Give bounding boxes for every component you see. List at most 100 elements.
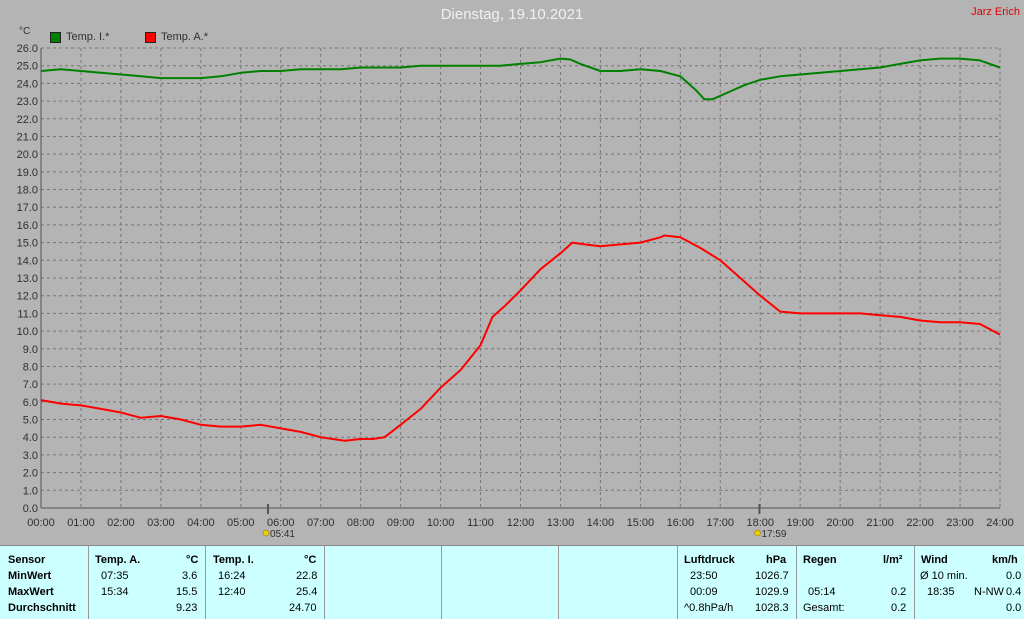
x-tick-label: 09:00 bbox=[387, 517, 415, 529]
header-pressure: Luftdruck bbox=[684, 554, 735, 566]
y-tick-label: 25.0 bbox=[17, 61, 38, 73]
x-tick-label: 01:00 bbox=[67, 517, 95, 529]
x-tick-label: 08:00 bbox=[347, 517, 375, 529]
x-tick-label: 13:00 bbox=[547, 517, 575, 529]
author-label: Jarz Erich bbox=[971, 6, 1020, 18]
max-temp-a-time: 15:34 bbox=[101, 586, 129, 598]
chart-area: 0.0 1.0 2.0 3.0 4.0 5.0 6.0 7.0 8.0 9.0 10.0 11.0 12… bbox=[0, 0, 1024, 545]
header-temp-a: Temp. A. bbox=[95, 554, 141, 566]
y-tick-label: 14.0 bbox=[17, 255, 38, 267]
y-tick-label: 21.0 bbox=[17, 131, 38, 143]
y-tick-label: 22.0 bbox=[17, 114, 38, 126]
x-tick-label: 05:00 bbox=[227, 517, 255, 529]
row-label-min: MinWert bbox=[8, 570, 52, 582]
min-wind-value: 0.0 bbox=[1006, 570, 1022, 582]
max-pressure-time: 00:09 bbox=[690, 586, 718, 598]
x-tick-label: 19:00 bbox=[786, 517, 814, 529]
y-tick-label: 15.0 bbox=[17, 238, 38, 250]
y-tick-label: 17.0 bbox=[17, 202, 38, 214]
header-sensor: Sensor bbox=[8, 554, 46, 566]
y-tick-label: 5.0 bbox=[23, 415, 38, 427]
x-tick-label: 11:00 bbox=[467, 517, 494, 529]
x-tick-label: 00:00 bbox=[27, 517, 55, 529]
x-tick-label: 18:00 bbox=[746, 517, 774, 529]
chart-title: Dienstag, 19.10.2021 bbox=[440, 6, 584, 23]
y-tick-label: 16.0 bbox=[17, 220, 38, 232]
legend-label-outdoor: Temp. A.* bbox=[161, 31, 209, 43]
row-label-avg: Durchschnitt bbox=[8, 602, 76, 614]
min-temp-i-time: 16:24 bbox=[218, 570, 246, 582]
avg-wind-value: 0.0 bbox=[1006, 602, 1022, 614]
header-temp-i: Temp. I. bbox=[213, 554, 254, 566]
x-tick-label: 03:00 bbox=[147, 517, 175, 529]
x-tick-label: 16:00 bbox=[667, 517, 695, 529]
header-temp-a-unit: °C bbox=[186, 554, 199, 566]
y-tick-label: 7.0 bbox=[23, 379, 38, 391]
header-pressure-unit: hPa bbox=[766, 554, 787, 566]
legend-item-indoor: Temp. I.* bbox=[50, 31, 109, 43]
total-rain-value: 0.2 bbox=[891, 602, 907, 614]
avg-pressure-value: 1028.3 bbox=[755, 602, 789, 614]
legend-swatch-red bbox=[145, 31, 156, 43]
legend-item-outdoor: Temp. A.* bbox=[145, 31, 208, 43]
y-tick-label: 6.0 bbox=[23, 397, 38, 409]
y-tick-label: 8.0 bbox=[23, 361, 38, 373]
y-tick-label: 10.0 bbox=[17, 326, 38, 338]
header-rain-unit: l/m² bbox=[883, 554, 903, 566]
y-tick-label: 1.0 bbox=[23, 485, 38, 497]
avg-pressure-trend: ^0.8hPa/h bbox=[684, 602, 734, 614]
x-tick-label: 24:00 bbox=[986, 517, 1014, 529]
x-tick-label: 15:00 bbox=[627, 517, 655, 529]
max-rain-time: 05:14 bbox=[808, 586, 836, 598]
y-tick-label: 26.0 bbox=[17, 43, 38, 55]
total-rain-label: Gesamt: bbox=[803, 602, 845, 614]
x-tick-label: 14:00 bbox=[587, 517, 615, 529]
x-tick-label: 07:00 bbox=[307, 517, 335, 529]
min-wind-label: Ø 10 min. bbox=[920, 570, 968, 582]
min-temp-a-time: 07:35 bbox=[101, 570, 129, 582]
max-temp-i-value: 25.4 bbox=[296, 586, 318, 598]
header-wind: Wind bbox=[921, 554, 948, 566]
legend-swatch-green bbox=[50, 31, 61, 43]
y-tick-label: 11.0 bbox=[17, 308, 38, 320]
avg-temp-i-value: 24.70 bbox=[289, 602, 317, 614]
avg-temp-a-value: 9.23 bbox=[176, 602, 198, 614]
y-tick-label: 9.0 bbox=[23, 344, 38, 356]
x-tick-label: 23:00 bbox=[946, 517, 974, 529]
min-pressure-time: 23:50 bbox=[690, 570, 718, 582]
max-pressure-value: 1029.9 bbox=[755, 586, 789, 598]
x-tick-label: 20:00 bbox=[826, 517, 854, 529]
x-tick-label: 02:00 bbox=[107, 517, 135, 529]
y-tick-label: 2.0 bbox=[23, 468, 38, 480]
max-wind-direction: N-NW bbox=[974, 586, 1004, 598]
legend-label-indoor: Temp. I.* bbox=[66, 31, 110, 43]
y-tick-label: 24.0 bbox=[17, 78, 38, 90]
y-tick-label: 23.0 bbox=[17, 96, 38, 108]
y-tick-label: 13.0 bbox=[17, 273, 38, 285]
x-tick-label: 06:00 bbox=[267, 517, 295, 529]
sunset-icon bbox=[754, 529, 761, 537]
sunrise-icon bbox=[262, 529, 270, 537]
x-tick-label: 21:00 bbox=[866, 517, 894, 529]
header-wind-unit: km/h bbox=[992, 554, 1018, 566]
header-rain: Regen bbox=[803, 554, 837, 566]
min-temp-i-value: 22.8 bbox=[296, 570, 318, 582]
y-tick-label: 18.0 bbox=[17, 185, 38, 197]
sunset-label: 17:59 bbox=[761, 529, 786, 540]
x-tick-label: 17:00 bbox=[707, 517, 735, 529]
y-tick-label: 3.0 bbox=[23, 450, 38, 462]
y-tick-label: 19.0 bbox=[17, 167, 38, 179]
summary-table: Sensor Temp. A. °C Temp. I. °C Luftdruck… bbox=[0, 545, 1024, 619]
y-tick-label: 0.0 bbox=[23, 503, 38, 515]
y-tick-label: 12.0 bbox=[17, 291, 38, 303]
x-tick-label: 04:00 bbox=[187, 517, 215, 529]
series-line-0 bbox=[40, 57, 1001, 101]
y-axis-unit: °C bbox=[19, 26, 31, 37]
min-pressure-value: 1026.7 bbox=[755, 570, 789, 582]
x-tick-label: 12:00 bbox=[507, 517, 535, 529]
row-label-max: MaxWert bbox=[8, 586, 54, 598]
y-tick-label: 4.0 bbox=[23, 432, 38, 444]
max-wind-time: 18:35 bbox=[927, 586, 955, 598]
min-temp-a-value: 3.6 bbox=[182, 570, 198, 582]
sunrise-label: 05:41 bbox=[270, 529, 295, 540]
